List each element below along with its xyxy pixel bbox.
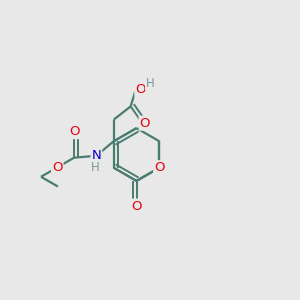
- Text: N: N: [92, 149, 101, 162]
- Text: H: H: [146, 76, 154, 89]
- Text: O: O: [52, 160, 62, 173]
- Text: H: H: [91, 161, 99, 174]
- Text: O: O: [154, 161, 165, 174]
- Text: O: O: [131, 200, 142, 213]
- Text: O: O: [135, 83, 146, 96]
- Text: O: O: [140, 117, 150, 130]
- Text: O: O: [69, 125, 80, 138]
